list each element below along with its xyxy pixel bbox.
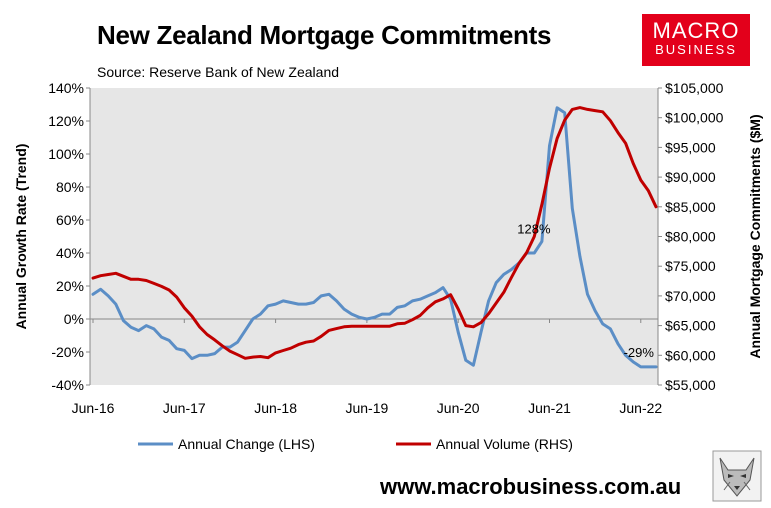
y-right-tick-label: $75,000: [665, 258, 716, 274]
y-left-tick-label: 100%: [48, 146, 84, 162]
logo-line-1: MACRO: [652, 18, 740, 43]
data-annotation: 128%: [517, 221, 551, 236]
y-right-tick-label: $55,000: [665, 377, 716, 393]
y-right-tick-label: $90,000: [665, 169, 716, 185]
y-right-tick-label: $100,000: [665, 110, 724, 126]
y-right-tick-label: $95,000: [665, 139, 716, 155]
y-right-tick-label: $70,000: [665, 288, 716, 304]
wolf-mascot-icon: [712, 450, 762, 502]
y-left-tick-label: 60%: [56, 212, 84, 228]
y-left-tick-label: 40%: [56, 245, 84, 261]
y-right-tick-label: $60,000: [665, 347, 716, 363]
legend: Annual Change (LHS) Annual Volume (RHS): [138, 436, 573, 452]
y-left-axis-title: Annual Growth Rate (Trend): [13, 144, 29, 330]
x-tick-label: Jun-19: [345, 400, 388, 416]
chart-source: Source: Reserve Bank of New Zealand: [97, 64, 340, 80]
x-tick-label: Jun-20: [437, 400, 480, 416]
x-tick-label: Jun-21: [528, 400, 571, 416]
y-right-tick-label: $65,000: [665, 318, 716, 334]
y-left-tick-label: 140%: [48, 80, 84, 96]
y-left-tick-label: 20%: [56, 278, 84, 294]
legend-label: Annual Volume (RHS): [436, 436, 573, 452]
series-line-annual-volume: [91, 106, 658, 360]
series-line-annual-change: [91, 106, 658, 369]
y-right-tick-label: $105,000: [665, 80, 724, 96]
chart-title: New Zealand Mortgage Commitments: [97, 20, 552, 50]
plot-area: [90, 88, 658, 385]
y-right-tick-label: $85,000: [665, 199, 716, 215]
x-tick-label: Jun-17: [163, 400, 206, 416]
legend-label: Annual Change (LHS): [178, 436, 315, 452]
y-right-axis-title: Annual Mortgage Commitments ($M): [747, 114, 763, 358]
tick-labels: -40% -20% 0% 20% 40% 60% 80% 100% 120% 140% $55,00…: [13, 80, 763, 416]
annotations: 128% -29%: [517, 221, 654, 359]
y-left-tick-label: 120%: [48, 113, 84, 129]
logo-line-2: BUSINESS: [655, 42, 737, 57]
y-left-tick-label: -40%: [51, 377, 84, 393]
y-left-tick-label: 0%: [64, 311, 84, 327]
y-right-tick-label: $80,000: [665, 229, 716, 245]
site-url: www.macrobusiness.com.au: [380, 474, 682, 499]
macrobusiness-logo: MACRO BUSINESS: [642, 14, 750, 66]
x-tick-label: Jun-18: [254, 400, 297, 416]
y-left-tick-label: -20%: [51, 344, 84, 360]
x-tick-label: Jun-22: [619, 400, 662, 416]
series-lines: [91, 106, 658, 369]
data-annotation: -29%: [624, 345, 655, 360]
x-tick-label: Jun-16: [72, 400, 115, 416]
y-left-tick-label: 80%: [56, 179, 84, 195]
